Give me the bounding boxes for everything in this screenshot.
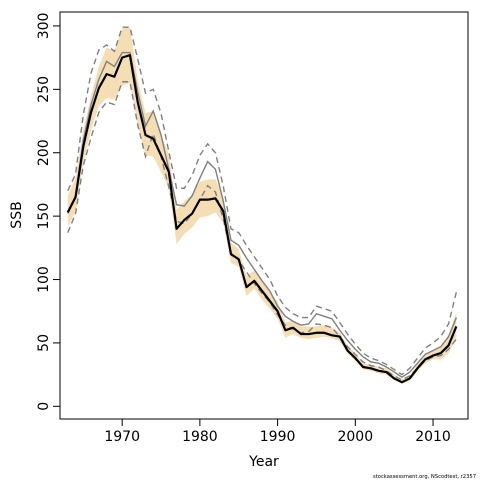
x-tick-label: 1970: [104, 429, 140, 445]
x-tick-label: 2010: [415, 429, 451, 445]
y-tick-label: 250: [36, 76, 52, 103]
plot-area: [59, 11, 469, 420]
x-tick-label: 1990: [260, 429, 296, 445]
footnote: stockassessment.org, NScodtest, r2357: [373, 474, 476, 480]
y-tick-label: 50: [36, 334, 52, 352]
x-tick-label: 1980: [182, 429, 218, 445]
y-tick-label: 300: [36, 13, 52, 40]
y-tick-label: 100: [36, 266, 52, 293]
y-tick-label: 150: [36, 203, 52, 230]
y-axis: 0 50 100 150 200 250 300: [36, 13, 61, 411]
series-line-layer: [66, 26, 458, 384]
y-axis-label: SSB: [9, 201, 25, 228]
x-tick-label: 2000: [337, 429, 373, 445]
alternative-upper-bound-line: [67, 26, 458, 376]
confidence-band-layer: [67, 27, 457, 384]
y-tick-label: 200: [36, 139, 52, 166]
alternative-lower-bound-line: [67, 81, 457, 381]
estimate-confidence-band: [67, 27, 457, 384]
y-tick-label: 0: [36, 402, 52, 411]
x-axis-label: Year: [248, 454, 279, 470]
alternative-series-line: [67, 51, 457, 378]
x-axis: 1970 1980 1990 2000 2010: [104, 418, 451, 445]
estimate-series-line: [66, 54, 458, 384]
